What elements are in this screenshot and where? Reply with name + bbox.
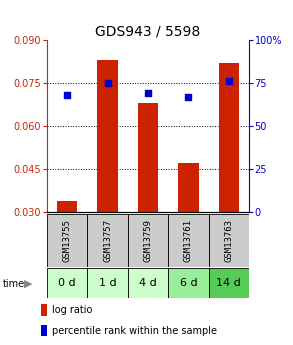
Bar (87, 214, 128, 267)
Text: GSM13755: GSM13755 (63, 219, 71, 262)
Bar (128, 214, 168, 267)
Text: GSM13763: GSM13763 (224, 219, 233, 262)
Bar (128, 268, 168, 298)
Bar (47, 268, 87, 298)
Text: log ratio: log ratio (52, 305, 92, 315)
Point (186, 94, 191, 99)
Bar (168, 268, 209, 298)
Bar (168, 214, 209, 267)
Text: 6 d: 6 d (180, 278, 197, 288)
Bar (209, 268, 249, 298)
Bar (209, 214, 249, 267)
Text: 4 d: 4 d (139, 278, 157, 288)
Bar (87, 268, 128, 298)
Text: 0 d: 0 d (58, 278, 76, 288)
Bar (219, 63, 239, 212)
Bar (178, 163, 199, 212)
Text: GSM13757: GSM13757 (103, 219, 112, 262)
Bar (57, 201, 77, 212)
Text: 1 d: 1 d (99, 278, 116, 288)
Point (146, 90, 150, 96)
Bar (47, 214, 87, 267)
Bar (138, 103, 158, 212)
Bar (98, 60, 118, 212)
Text: 14 d: 14 d (217, 278, 241, 288)
Point (65, 92, 69, 98)
Text: time: time (3, 279, 25, 288)
Point (105, 80, 110, 86)
Text: GSM13761: GSM13761 (184, 219, 193, 262)
Text: percentile rank within the sample: percentile rank within the sample (52, 326, 217, 336)
Point (226, 78, 231, 84)
Title: GDS943 / 5598: GDS943 / 5598 (95, 24, 201, 39)
Text: GSM13759: GSM13759 (144, 219, 152, 262)
Text: ▶: ▶ (24, 279, 33, 288)
